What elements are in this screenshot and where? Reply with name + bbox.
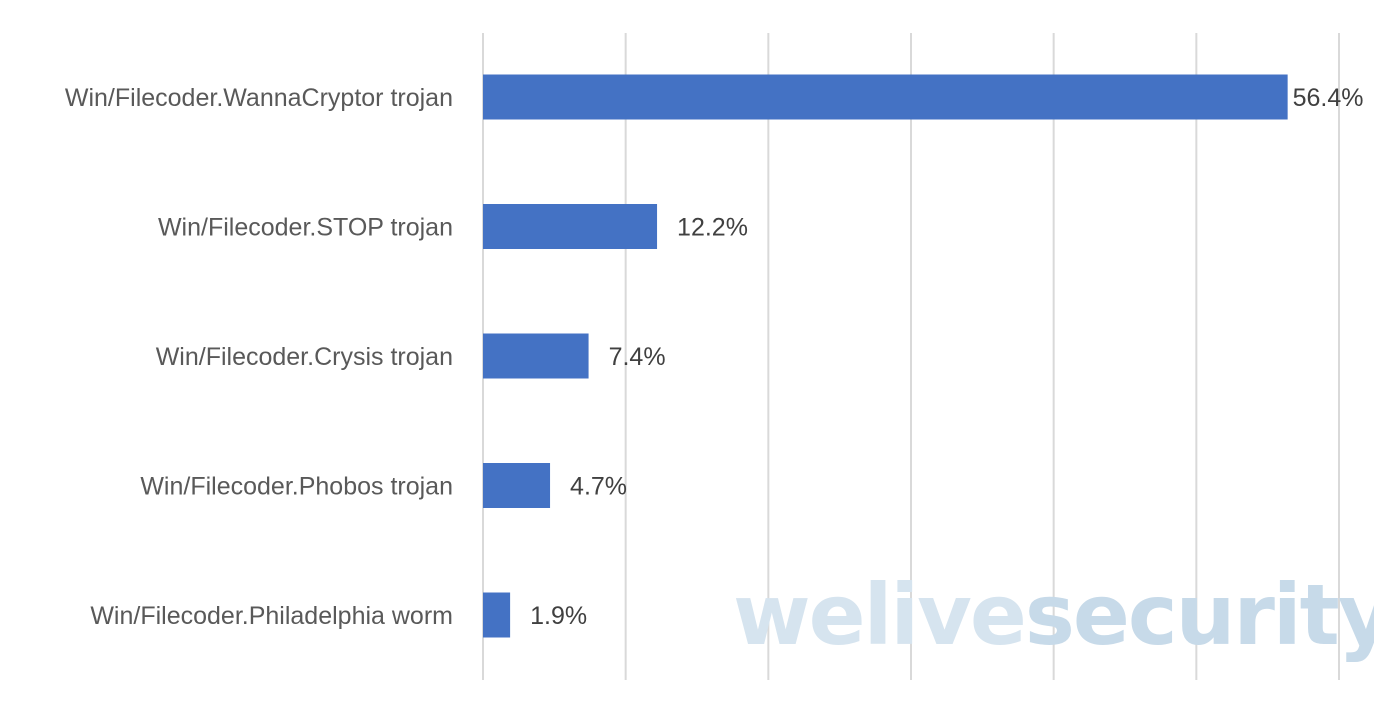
data-label: 7.4% bbox=[609, 343, 666, 371]
data-label: 56.4% bbox=[1293, 84, 1364, 112]
category-label: Win/Filecoder.STOP trojan bbox=[158, 214, 453, 242]
bar bbox=[483, 74, 1288, 120]
category-labels: Win/Filecoder.WannaCryptor trojan Win/Fil… bbox=[65, 84, 453, 630]
watermark: welivesecurity bbox=[733, 566, 1374, 664]
bars bbox=[483, 74, 1288, 638]
data-label: 4.7% bbox=[570, 473, 627, 501]
bar bbox=[483, 592, 511, 638]
watermark-part1: welive bbox=[733, 566, 1025, 664]
data-labels: 56.4% 12.2% 7.4% 4.7% 1.9% bbox=[530, 84, 1363, 630]
data-label: 1.9% bbox=[530, 602, 587, 630]
category-label: Win/Filecoder.WannaCryptor trojan bbox=[65, 84, 453, 112]
gridlines bbox=[482, 33, 1340, 680]
data-label: 12.2% bbox=[677, 214, 748, 242]
category-label: Win/Filecoder.Philadelphia worm bbox=[90, 602, 453, 630]
bar bbox=[483, 333, 589, 379]
bar bbox=[483, 463, 551, 508]
bar bbox=[483, 204, 658, 249]
category-label: Win/Filecoder.Crysis trojan bbox=[156, 343, 453, 371]
watermark-part2: security bbox=[1025, 566, 1374, 664]
category-label: Win/Filecoder.Phobos trojan bbox=[140, 473, 453, 501]
